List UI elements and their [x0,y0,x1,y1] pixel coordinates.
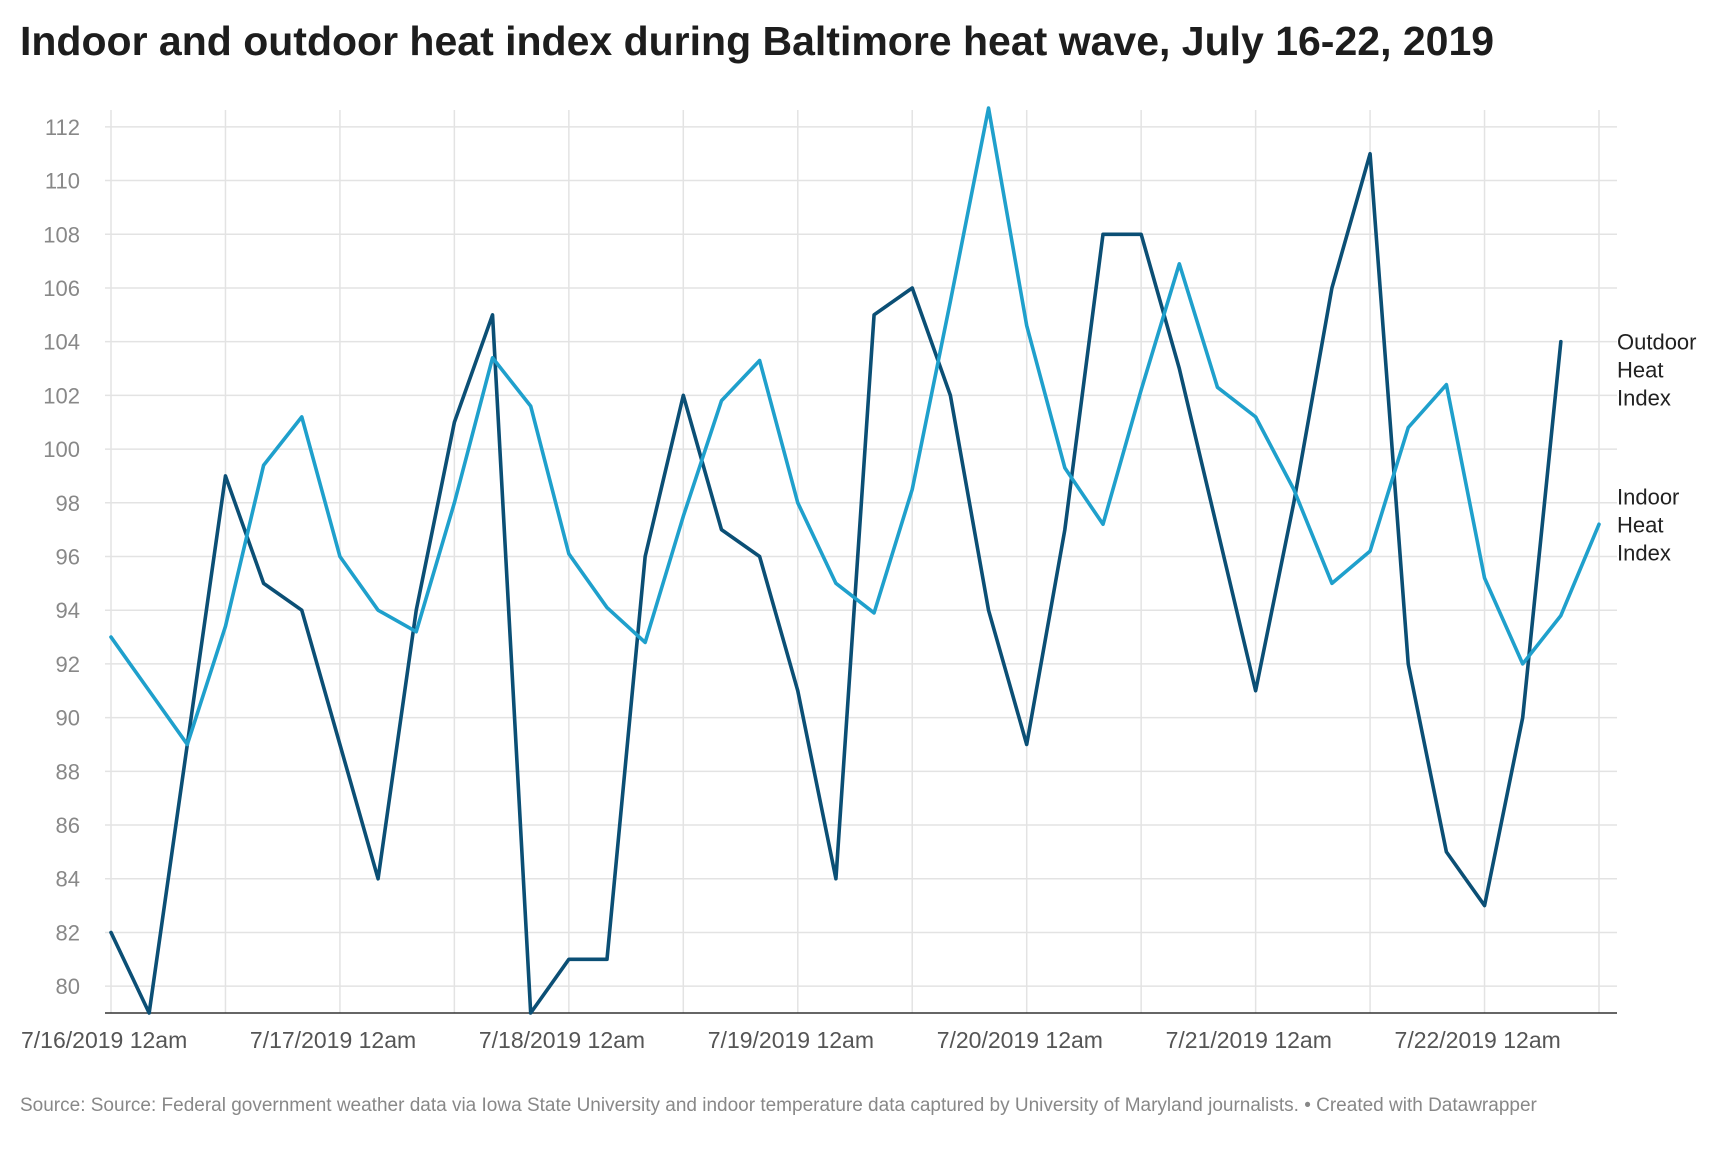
series-lines [109,106,1601,1015]
chart-title: Indoor and outdoor heat index during Bal… [20,18,1495,64]
y-tick-label: 84 [56,867,80,892]
y-tick-label: 90 [56,706,80,731]
y-tick-label: 108 [43,222,80,247]
x-tick-label: 7/21/2019 12am [1166,1027,1332,1053]
x-tick-label: 7/19/2019 12am [708,1027,874,1053]
y-tick-label: 96 [56,545,80,570]
x-tick-label: 7/18/2019 12am [479,1027,645,1053]
y-tick-label: 98 [56,491,80,516]
y-tick-label: 100 [43,437,80,462]
y-tick-label: 112 [45,115,80,140]
chart-grid [105,110,1617,1014]
outdoor-heat-index-line [109,151,1563,1015]
source-note: Source: Source: Federal government weath… [20,1095,1537,1116]
indoor-heat-index-line [109,106,1601,747]
x-axis: 7/16/2019 12am 7/17/2019 12am 7/18/2019 12… [21,1027,1561,1053]
y-tick-label: 110 [45,169,80,194]
y-tick-label: 82 [56,920,80,945]
legend-indoor-heat-index: Indoor Heat Index [1617,484,1679,565]
y-tick-label: 94 [56,598,80,623]
y-axis: 80 82 84 86 88 90 92 94 96 98 100 102 104 106 108 110 11… [43,115,80,999]
y-tick-label: 86 [56,813,80,838]
y-tick-label: 80 [56,974,80,999]
x-tick-label: 7/20/2019 12am [937,1027,1103,1053]
legend: Outdoor Heat Index Indoor Heat Index [1617,330,1697,566]
y-tick-label: 106 [43,276,80,301]
y-tick-label: 104 [43,330,80,355]
y-tick-label: 88 [56,759,80,784]
x-tick-label: 7/17/2019 12am [250,1027,416,1053]
y-tick-label: 102 [43,383,80,408]
y-tick-label: 92 [56,652,80,677]
x-tick-label: 7/22/2019 12am [1395,1027,1561,1053]
line-chart: 80 82 84 86 88 90 92 94 96 98 100 102 104 106 108 110 11… [21,106,1697,1053]
x-tick-label: 7/16/2019 12am [21,1027,187,1053]
legend-outdoor-heat-index: Outdoor Heat Index [1617,330,1697,411]
